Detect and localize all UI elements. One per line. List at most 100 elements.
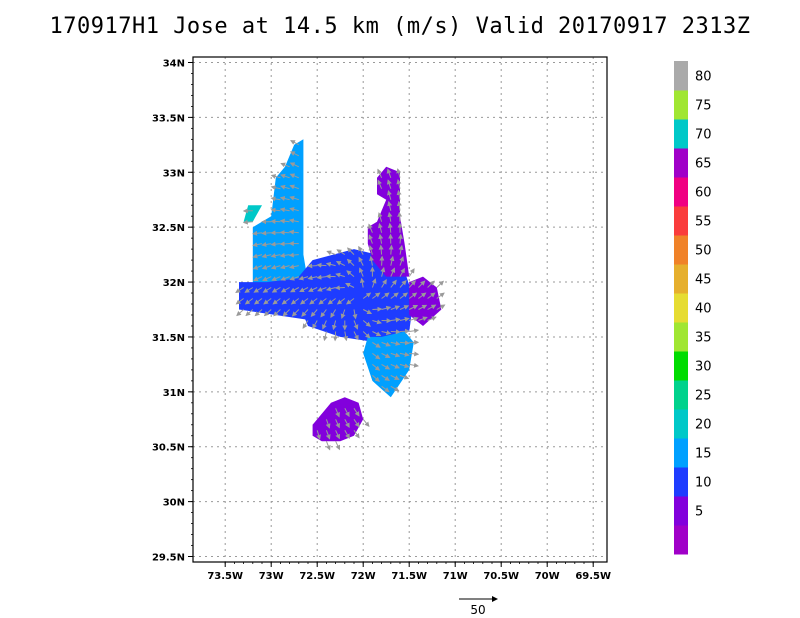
wind-vector (289, 275, 299, 281)
colorbar-swatch (674, 293, 688, 323)
wind-vector (358, 245, 364, 255)
wind-vector (368, 234, 374, 244)
y-tick-label: 31N (163, 388, 185, 399)
colorbar-swatch (674, 322, 688, 352)
wind-vector (279, 252, 290, 258)
wind-vector (280, 173, 290, 179)
wind-vector (390, 317, 401, 323)
wind-vector (408, 305, 419, 310)
wind-vector (372, 352, 381, 360)
wind-vector (399, 292, 409, 299)
wind-vector (377, 212, 383, 222)
wind-vector (252, 265, 263, 270)
wind-vector (390, 267, 396, 277)
wind-vector (390, 374, 400, 380)
colorbar-swatch (674, 380, 688, 410)
x-tick-label: 72.5W (299, 571, 335, 582)
wind-vector (381, 374, 390, 381)
wind-vector (377, 222, 383, 233)
wind-vector (345, 298, 355, 305)
wind-vector (290, 287, 300, 293)
x-tick-label: 73.5W (207, 571, 243, 582)
wind-vector (290, 298, 300, 305)
wind-vector (386, 179, 392, 189)
wind-vector (390, 305, 401, 311)
wind-vector (279, 207, 290, 213)
wind-vector (261, 230, 272, 236)
wind-vector (252, 253, 263, 259)
wind-vector (289, 162, 300, 168)
wind-vector (353, 419, 360, 428)
wind-vector (289, 173, 299, 179)
wind-vector (390, 329, 401, 335)
wind-vector (408, 292, 418, 299)
wind-vector (344, 408, 350, 418)
wind-vector (290, 140, 300, 146)
wind-vector (418, 316, 428, 322)
wind-vector (381, 330, 392, 336)
colorbar-swatch (674, 496, 688, 526)
wind-vector (317, 287, 327, 292)
wind-vector (397, 211, 403, 222)
wind-vector (273, 309, 281, 317)
wind-vector (309, 298, 318, 305)
y-tick-label: 29.5N (152, 553, 185, 564)
wind-vector (279, 218, 290, 224)
colorbar-label: 25 (695, 389, 712, 404)
wind-vector (362, 309, 373, 314)
y-tick-label: 33N (163, 168, 185, 179)
wind-vector (343, 331, 349, 342)
x-axis: 73.5W 73W 72.5W 72W 71.5W 71W 70.5W 70W 69.5W (207, 562, 611, 582)
colorbar-swatch (674, 409, 688, 439)
wind-vector (254, 298, 263, 305)
y-tick-label: 30.5N (152, 443, 185, 454)
wind-vector (312, 320, 318, 330)
y-axis: 34N 33.5N 33N 32.5N 32N 31.5N 31N 30.5N 30N 29.5N (152, 58, 193, 564)
wind-vector (397, 233, 403, 244)
y-tick-label: 34N (163, 58, 185, 69)
wind-vector (335, 430, 340, 440)
wind-vector (387, 211, 393, 222)
wind-vector (302, 320, 309, 329)
wind-vector (289, 184, 299, 190)
wind-vector (409, 316, 419, 322)
wind-vector (325, 441, 331, 451)
colorbar-label: 70 (695, 128, 712, 143)
wind-vector (326, 250, 336, 256)
colorbar-swatch (674, 61, 688, 91)
wind-vector (409, 362, 419, 368)
wind-vector (282, 309, 290, 317)
wind-vector (372, 319, 382, 325)
wind-vector (399, 328, 410, 334)
wind-vector (362, 320, 371, 327)
colorbar-label: 75 (695, 99, 712, 114)
y-tick-label: 32N (163, 278, 185, 289)
wind-vector (427, 316, 437, 321)
wind-vector (408, 268, 415, 277)
wind-vector (399, 267, 405, 277)
wind-vector (386, 168, 392, 178)
colorbar-swatch (674, 438, 688, 468)
wind-vector (279, 241, 290, 247)
y-tick-label: 33.5N (152, 113, 185, 124)
wind-vector (390, 279, 397, 288)
wind-vectors (235, 140, 446, 451)
wind-vector (352, 309, 358, 320)
wind-vector (262, 276, 272, 281)
wind-vector (427, 304, 437, 310)
wind-vector (253, 287, 263, 293)
wind-vector (235, 287, 244, 293)
wind-vector (263, 309, 272, 317)
wind-vector (327, 298, 336, 305)
wind-vector (368, 245, 374, 255)
colorbar-swatch (674, 119, 688, 149)
wind-vector (396, 179, 402, 189)
wind-vector (399, 340, 410, 346)
wind-vector (358, 267, 364, 277)
wind-vector (262, 287, 272, 293)
x-tick-label: 71W (443, 571, 468, 582)
wind-vector (380, 266, 386, 277)
wind-vector (308, 287, 318, 292)
wind-vector (398, 244, 404, 255)
wind-vector (372, 375, 380, 382)
